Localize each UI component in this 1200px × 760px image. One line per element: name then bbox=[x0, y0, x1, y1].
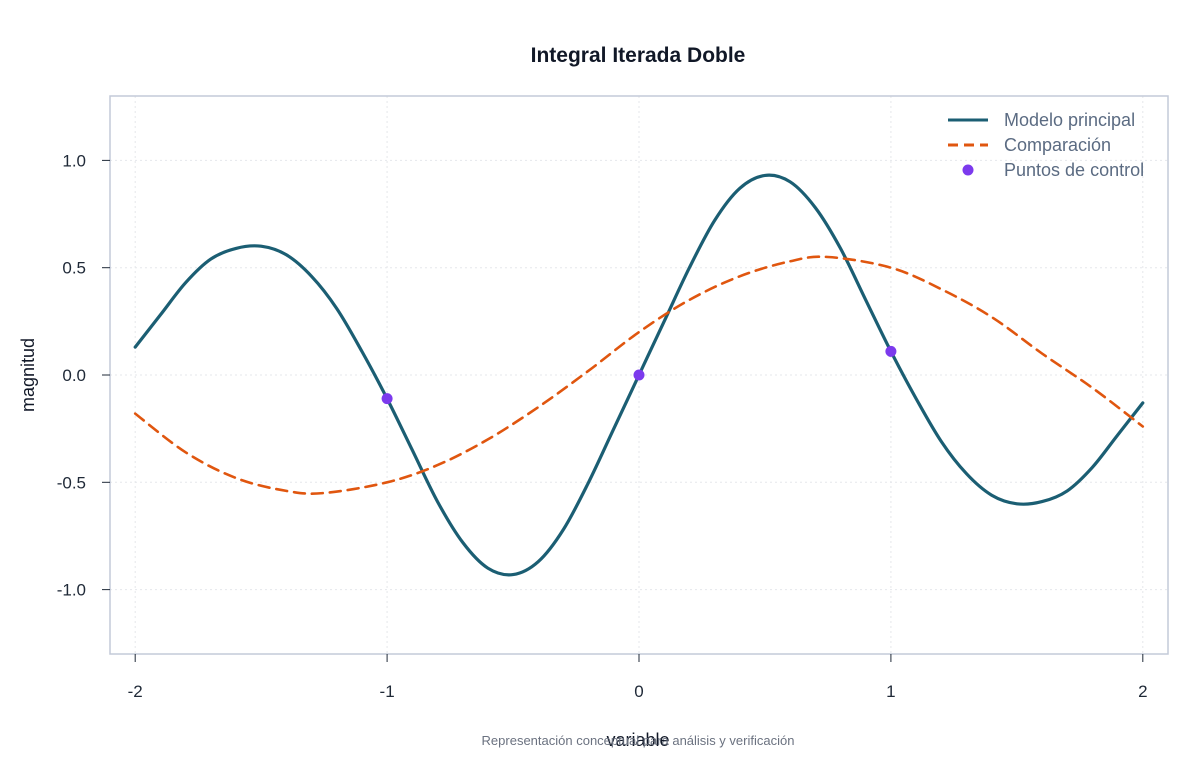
legend-label: Modelo principal bbox=[1004, 110, 1135, 130]
control-point bbox=[633, 369, 645, 381]
comparison-line bbox=[133, 255, 1145, 495]
control-point bbox=[381, 393, 393, 405]
y-tick-label: -0.5 bbox=[57, 473, 86, 492]
legend: Modelo principal Comparación Puntos de con… bbox=[948, 110, 1144, 180]
y-axis: -1.0 -0.5 0.0 0.5 1.0 bbox=[57, 151, 110, 600]
y-tick-label: 0.0 bbox=[62, 366, 86, 385]
legend-label: Puntos de control bbox=[1004, 160, 1144, 180]
x-tick-label: -1 bbox=[380, 682, 395, 701]
y-tick-label: -1.0 bbox=[57, 581, 86, 600]
legend-label: Comparación bbox=[1004, 135, 1111, 155]
x-tick-label: 1 bbox=[886, 682, 895, 701]
y-axis-label: magnitud bbox=[18, 338, 38, 412]
x-tick-label: 2 bbox=[1138, 682, 1147, 701]
series-layer bbox=[133, 173, 1145, 577]
x-axis: -2 -1 0 1 2 bbox=[128, 654, 1148, 701]
caption: Representación conceptual para análisis … bbox=[482, 733, 795, 748]
x-axis-label: variable bbox=[606, 730, 669, 750]
y-tick-label: 0.5 bbox=[62, 259, 86, 278]
x-tick-label: -2 bbox=[128, 682, 143, 701]
grid bbox=[110, 96, 1168, 654]
y-tick-label: 1.0 bbox=[62, 151, 86, 170]
legend-marker bbox=[962, 164, 974, 176]
control-point bbox=[885, 345, 897, 357]
chart-title: Integral Iterada Doble bbox=[531, 44, 746, 67]
x-tick-label: 0 bbox=[634, 682, 643, 701]
